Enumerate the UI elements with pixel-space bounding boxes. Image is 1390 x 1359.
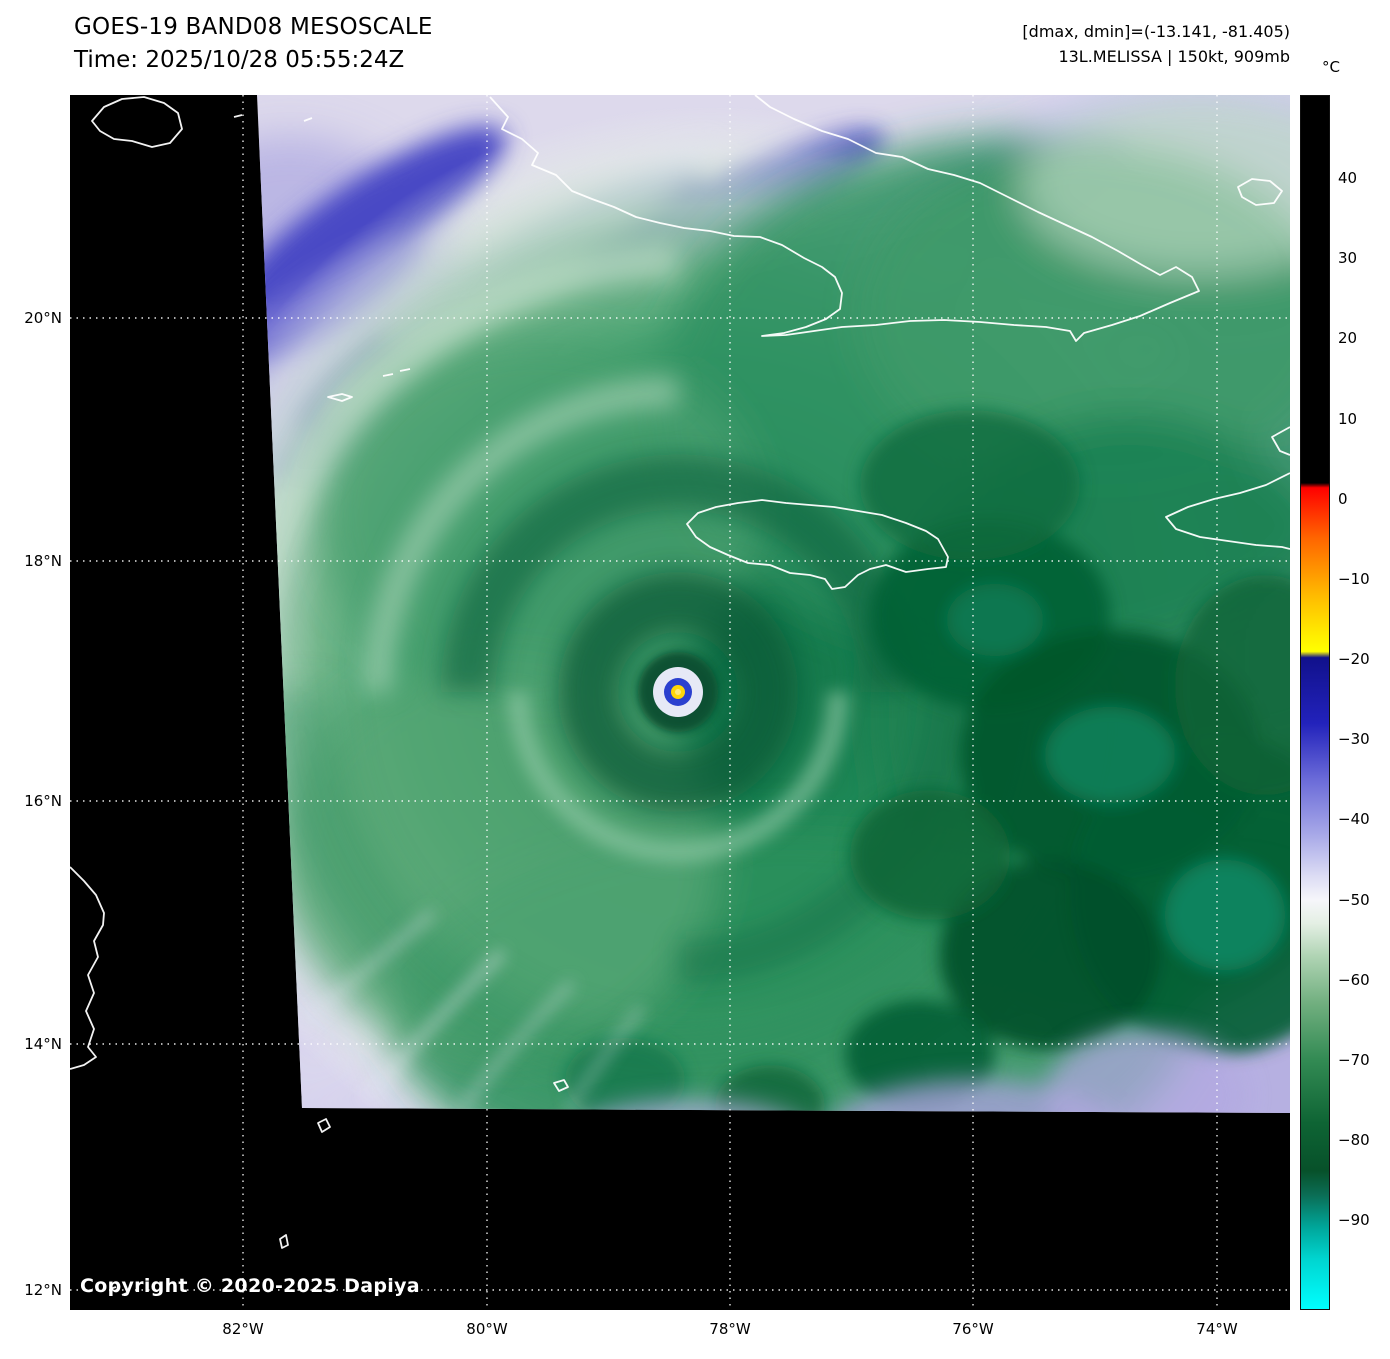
colorbar-tick-label: 30 [1338, 249, 1358, 267]
colorbar-tick-label: −50 [1338, 891, 1370, 909]
colorbar-tick-label: 40 [1338, 169, 1358, 187]
page-title: GOES-19 BAND08 MESOSCALE [74, 14, 433, 40]
cuba-coastline [489, 95, 1200, 342]
lat-tick-label: 16°N [24, 792, 62, 810]
colorbar-tick-label: −90 [1338, 1211, 1370, 1229]
warm-cloud-pockets [560, 1030, 1245, 1113]
plot-area: Copyright © 2020-2025 Dapiya [70, 95, 1290, 1310]
colorbar-tick-label: 20 [1338, 329, 1358, 347]
storm-info: 13L.MELISSA | 150kt, 909mb [1058, 47, 1290, 66]
wave-streaks [295, 910, 644, 1111]
lon-tick-label: 82°W [222, 1320, 264, 1338]
inagua-island [1237, 178, 1283, 206]
copyright-text: Copyright © 2020-2025 Dapiya [80, 1275, 420, 1297]
colorbar-tick-label: −60 [1338, 971, 1370, 989]
colorbar-tick-label: −30 [1338, 730, 1370, 748]
small-cay [553, 1079, 569, 1092]
colorbar-tick-label: 0 [1338, 490, 1348, 508]
central-america-coastline [70, 866, 105, 1070]
lat-tick-label: 20°N [24, 309, 62, 327]
cays-small [233, 114, 313, 122]
colorbar-unit-label: °C [1322, 58, 1340, 76]
grid-lines [70, 95, 1290, 1310]
colorbar-tick-label: −20 [1338, 650, 1370, 668]
lat-tick-label: 12°N [24, 1281, 62, 1299]
san-andres-island [279, 1234, 289, 1249]
timestamp: Time: 2025/10/28 05:55:24Z [74, 47, 405, 73]
isla-juventud [91, 96, 183, 148]
jamaica-coastline [686, 499, 949, 590]
coastlines [70, 95, 1290, 1296]
satellite-image [70, 95, 1290, 1310]
colorbar-tick-label: −70 [1338, 1051, 1370, 1069]
colorbar-tick-label: 10 [1338, 410, 1358, 428]
corn-islands [109, 1286, 128, 1296]
colorbar-tick-label: −10 [1338, 570, 1370, 588]
hurricane-eye [638, 652, 718, 732]
colorbar-tick-label: −80 [1338, 1131, 1370, 1149]
satellite-swath [257, 95, 1290, 1113]
lat-tick-label: 14°N [24, 1035, 62, 1053]
haiti-coastline [1165, 472, 1290, 550]
cayman-brac [382, 368, 411, 377]
convective-blobs [565, 410, 1290, 1113]
lat-tick-label: 18°N [24, 552, 62, 570]
dmax-dmin-readout: [dmax, dmin]=(-13.141, -81.405) [1022, 22, 1290, 41]
haiti-coast-fragment [1271, 426, 1290, 456]
lon-tick-label: 78°W [709, 1320, 751, 1338]
colorbar-tick-label: −40 [1338, 810, 1370, 828]
lon-tick-label: 80°W [466, 1320, 508, 1338]
grand-cayman [327, 393, 353, 402]
providencia-island [317, 1118, 331, 1133]
colorbar [1300, 95, 1330, 1310]
lon-tick-label: 76°W [952, 1320, 994, 1338]
lon-tick-label: 74°W [1196, 1320, 1238, 1338]
